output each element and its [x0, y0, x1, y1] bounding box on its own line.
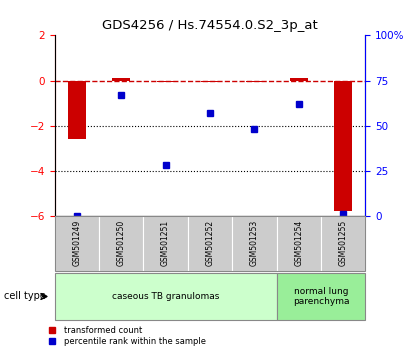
Text: normal lung
parenchyma: normal lung parenchyma	[293, 287, 349, 306]
Text: cell type: cell type	[4, 291, 46, 302]
Text: GSM501250: GSM501250	[117, 220, 126, 267]
Bar	[112, 78, 130, 80]
Bar	[201, 80, 219, 82]
Text: GDS4256 / Hs.74554.0.S2_3p_at: GDS4256 / Hs.74554.0.S2_3p_at	[102, 19, 318, 33]
Text: GSM501255: GSM501255	[339, 220, 348, 267]
Bar	[290, 78, 308, 80]
Text: GSM501253: GSM501253	[250, 220, 259, 267]
Bar	[334, 80, 352, 211]
Legend: transformed count, percentile rank within the sample: transformed count, percentile rank withi…	[42, 324, 207, 348]
Bar	[157, 80, 174, 82]
Bar	[246, 80, 263, 82]
Text: GSM501249: GSM501249	[72, 220, 81, 267]
Bar	[68, 80, 86, 139]
Text: caseous TB granulomas: caseous TB granulomas	[112, 292, 219, 301]
Text: GSM501251: GSM501251	[161, 220, 170, 267]
Text: GSM501254: GSM501254	[294, 220, 303, 267]
Text: GSM501252: GSM501252	[205, 220, 215, 267]
